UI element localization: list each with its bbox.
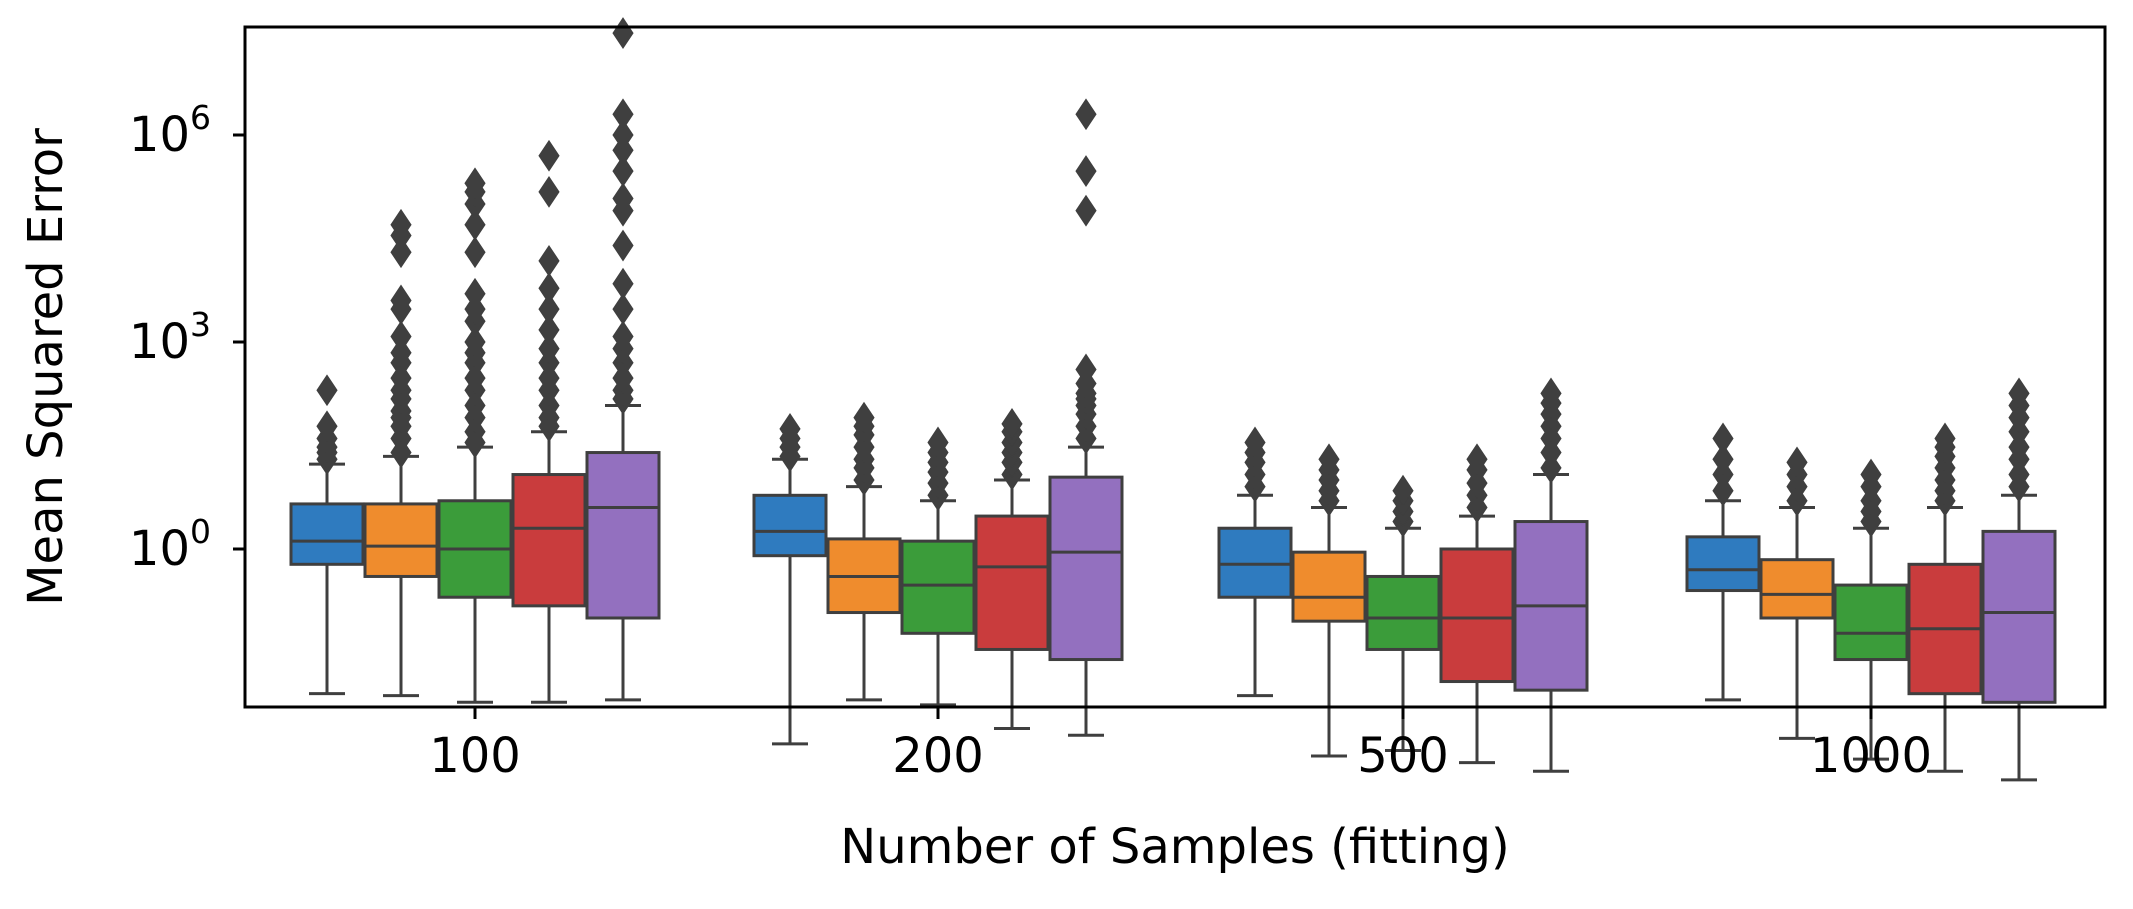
x-tick-label: 500 xyxy=(1357,728,1449,784)
outlier-point xyxy=(1392,474,1414,507)
outlier-point xyxy=(464,277,486,310)
outlier-point xyxy=(779,413,801,445)
outlier-point xyxy=(464,326,486,358)
box-500-5 xyxy=(1513,377,1589,773)
outlier-point xyxy=(538,272,560,305)
plot-area xyxy=(289,17,2057,782)
box-iqr xyxy=(363,502,439,578)
outlier-point xyxy=(1075,98,1097,131)
x-axis-label: Number of Samples (fitting) xyxy=(840,819,1509,875)
outlier-point xyxy=(390,236,412,269)
box-iqr xyxy=(900,539,976,635)
outlier-point xyxy=(538,293,560,325)
box-100-1 xyxy=(289,374,365,696)
outlier-point xyxy=(538,175,560,208)
outlier-point xyxy=(612,182,634,215)
outlier-point xyxy=(612,17,634,49)
y-tick-label: 103 xyxy=(129,305,211,370)
box-iqr xyxy=(1217,526,1293,599)
box-iqr xyxy=(585,451,661,620)
box-iqr xyxy=(1833,583,1909,662)
outlier-point xyxy=(538,313,560,346)
outlier-point xyxy=(1540,377,1562,410)
box-500-2 xyxy=(1291,443,1367,758)
box-200-3 xyxy=(900,426,976,707)
outlier-point xyxy=(1001,408,1023,440)
outlier-point xyxy=(1934,422,1956,455)
outlier-point xyxy=(1712,443,1734,476)
outlier-point xyxy=(1244,426,1266,459)
plot-frame xyxy=(243,25,2107,709)
outlier-point xyxy=(612,320,634,353)
box-iqr xyxy=(1439,547,1515,684)
outlier-point xyxy=(390,336,412,369)
box-1000-4 xyxy=(1907,422,1983,773)
outlier-point xyxy=(538,244,560,277)
box-iqr xyxy=(511,473,587,608)
outlier-point xyxy=(1712,422,1734,455)
outlier-point xyxy=(1318,443,1340,476)
outlier-point xyxy=(927,426,949,459)
outlier-point xyxy=(2008,377,2030,410)
box-1000-5 xyxy=(1981,377,2057,782)
box-iqr xyxy=(1291,550,1367,623)
outlier-point xyxy=(1075,353,1097,386)
box-iqr xyxy=(1759,558,1835,620)
outlier-point xyxy=(538,332,560,365)
box-iqr xyxy=(1365,574,1441,651)
outlier-point xyxy=(612,229,634,262)
box-iqr xyxy=(1981,529,2057,704)
box-500-3 xyxy=(1365,474,1441,753)
outlier-point xyxy=(1786,446,1808,479)
outlier-point xyxy=(464,167,486,200)
outlier-point xyxy=(464,208,486,241)
box-1000-2 xyxy=(1759,446,1835,740)
outlier-point xyxy=(390,320,412,353)
box-200-2 xyxy=(826,401,902,702)
x-tick-label: 1000 xyxy=(1810,728,1932,784)
outlier-point xyxy=(612,119,634,151)
box-500-1 xyxy=(1217,426,1293,698)
box-iqr xyxy=(752,493,828,558)
box-1000-1 xyxy=(1685,422,1761,702)
box-200-1 xyxy=(752,413,828,746)
box-500-4 xyxy=(1439,443,1515,765)
box-100-3 xyxy=(437,167,513,704)
outlier-point xyxy=(1466,443,1488,476)
axes: 100 103 106 100 200 500 1000 xyxy=(129,98,1932,784)
box-100-2 xyxy=(363,208,439,698)
outlier-point xyxy=(612,98,634,131)
x-tick-label: 100 xyxy=(429,728,521,784)
outlier-point xyxy=(538,139,560,172)
outlier-point xyxy=(316,374,338,407)
box-200-5 xyxy=(1048,98,1124,737)
box-iqr xyxy=(1048,475,1124,662)
y-axis-label: Mean Squared Error xyxy=(18,128,74,606)
outlier-point xyxy=(1860,458,1882,491)
box-200-4 xyxy=(974,408,1050,731)
y-tick-label: 100 xyxy=(129,512,211,577)
outlier-point xyxy=(390,284,412,317)
box-100-4 xyxy=(511,139,587,704)
y-tick-label: 106 xyxy=(129,98,211,163)
outlier-point xyxy=(464,236,486,269)
outlier-point xyxy=(612,155,634,187)
outlier-point xyxy=(390,208,412,241)
outlier-point xyxy=(316,410,338,443)
outlier-point xyxy=(1075,155,1097,187)
outlier-point xyxy=(612,267,634,300)
x-tick-label: 200 xyxy=(892,728,984,784)
box-iqr xyxy=(1685,535,1761,593)
outlier-point xyxy=(1075,194,1097,227)
box-iqr xyxy=(289,502,365,566)
outlier-point xyxy=(612,293,634,325)
outlier-point xyxy=(853,401,875,434)
outlier-point xyxy=(1712,474,1734,507)
box-100-5 xyxy=(585,17,661,702)
box-iqr xyxy=(974,514,1050,651)
